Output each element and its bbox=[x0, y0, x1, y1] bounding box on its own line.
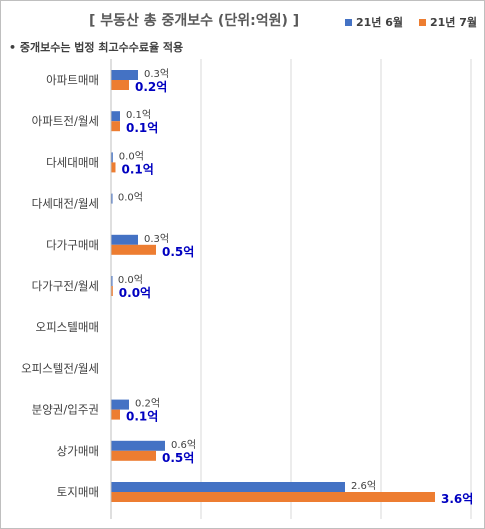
bar-june bbox=[111, 440, 165, 451]
legend-swatch-june bbox=[345, 18, 352, 26]
bar-june bbox=[111, 482, 345, 492]
note-text: 중개보수는 법정 최고수수료율 적용 bbox=[19, 41, 184, 54]
category-label: 다세대전/월세 bbox=[32, 197, 99, 211]
data-label-june: 0.6억 bbox=[171, 439, 196, 451]
note-bullet: • bbox=[9, 41, 20, 54]
data-label-july: 0.1억 bbox=[126, 121, 158, 135]
category-label: 분양권/입주권 bbox=[32, 403, 99, 417]
bar-june bbox=[111, 111, 120, 122]
data-label-july: 0.5억 bbox=[162, 451, 194, 465]
chart-title: [ 부동산 총 중개보수 (단위:억원) ] bbox=[89, 13, 300, 29]
data-label-july: 0.1억 bbox=[126, 410, 158, 424]
bar-july bbox=[111, 409, 120, 420]
bar-june bbox=[111, 152, 113, 163]
data-label-june: 0.3억 bbox=[144, 68, 169, 80]
data-label-june: 0.1억 bbox=[126, 109, 151, 121]
bar-june bbox=[111, 399, 129, 410]
data-label-july: 0.1억 bbox=[122, 162, 154, 176]
bar-july bbox=[111, 286, 113, 296]
category-label: 오피스텔전/월세 bbox=[21, 361, 99, 375]
bar-june bbox=[111, 193, 113, 204]
legend-item-june: 21년 6월 bbox=[345, 14, 403, 30]
category-label: 상가매매 bbox=[57, 444, 99, 458]
bar-july bbox=[111, 80, 129, 90]
category-label: 다가구매매 bbox=[46, 238, 99, 252]
data-label-june: 0.3억 bbox=[144, 233, 169, 245]
data-label-july: 0.5억 bbox=[162, 245, 194, 259]
data-label-july: 3.6억 bbox=[441, 492, 473, 506]
data-label-july: 0.2억 bbox=[135, 80, 167, 94]
bar-july bbox=[111, 450, 156, 461]
data-label-july: 0.0억 bbox=[119, 286, 151, 300]
data-label-june: 0.0억 bbox=[118, 274, 143, 286]
legend-item-july: 21년 7월 bbox=[419, 14, 477, 30]
bar-july bbox=[111, 162, 116, 173]
bar-july bbox=[111, 492, 435, 502]
category-label: 오피스텔매매 bbox=[36, 320, 99, 334]
bar-june bbox=[111, 276, 113, 286]
bar-june bbox=[111, 234, 138, 245]
bar-june bbox=[111, 70, 138, 80]
data-label-june: 0.0억 bbox=[118, 192, 143, 204]
category-label: 아파트매매 bbox=[46, 73, 99, 87]
legend-swatch-july bbox=[419, 18, 426, 26]
data-label-june: 0.2억 bbox=[135, 398, 160, 410]
legend-label-july: 21년 7월 bbox=[430, 16, 478, 29]
category-label: 다가구전/월세 bbox=[32, 279, 99, 293]
category-label: 아파트전/월세 bbox=[32, 114, 99, 128]
category-label: 다세대매매 bbox=[46, 155, 99, 169]
bar-july bbox=[111, 244, 156, 255]
chart-note: • 중개보수는 법정 최고수수료율 적용 bbox=[9, 39, 183, 55]
data-label-june: 2.6억 bbox=[351, 480, 376, 492]
bar-july bbox=[111, 121, 120, 132]
data-label-june: 0.0억 bbox=[119, 150, 144, 162]
legend-label-june: 21년 6월 bbox=[356, 16, 404, 29]
category-label: 토지매매 bbox=[57, 485, 99, 499]
